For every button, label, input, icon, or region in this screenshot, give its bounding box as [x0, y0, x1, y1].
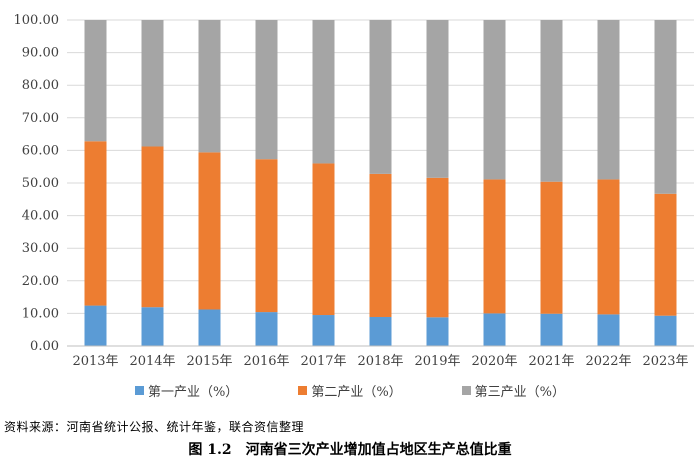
bar-secondary-segment [312, 163, 335, 316]
x-tick-label: 2019年 [414, 354, 460, 369]
y-tick-label: 60.00 [22, 143, 59, 158]
y-tick-label: 50.00 [22, 176, 59, 191]
bar-primary-segment [84, 305, 107, 346]
y-tick-label: 70.00 [22, 111, 59, 126]
bar-primary-segment [255, 312, 278, 346]
y-tick-label: 100.00 [14, 13, 60, 28]
bar-secondary-segment [369, 173, 392, 317]
y-tick-label: 30.00 [22, 241, 59, 256]
bar-primary-segment [369, 316, 392, 346]
legend-label-tertiary: 第三产业（%） [474, 385, 566, 400]
bar-tertiary-segment [654, 20, 677, 194]
bar-tertiary-segment [255, 20, 278, 160]
x-tick-label: 2020年 [471, 354, 517, 369]
legend-item-secondary: 第二产业（%） [298, 381, 402, 400]
bar-primary-segment [426, 317, 449, 346]
legend-swatch-tertiary [461, 386, 471, 395]
bar-tertiary-segment [198, 20, 221, 153]
bar-secondary-segment [141, 146, 164, 308]
bar-secondary-segment [654, 193, 677, 316]
x-tick-label: 2021年 [528, 354, 574, 369]
bar-primary-segment [198, 309, 221, 346]
legend-item-primary: 第一产业（%） [134, 381, 239, 400]
x-tick-label: 2017年 [300, 354, 346, 369]
bar-secondary-segment [540, 181, 563, 314]
bars [84, 20, 677, 346]
source-note: 资料来源：河南省统计公报、统计年鉴，联合资信整理 [4, 420, 305, 434]
bar-tertiary-segment [84, 20, 107, 142]
x-tick-label: 2016年 [243, 354, 289, 369]
bar-secondary-segment [426, 177, 449, 318]
x-tick-label: 2018年 [357, 354, 403, 369]
x-axis-ticks: 2013年 2014年 2015年 2016年 2017年 2018年 2019年 2020年… [72, 354, 688, 369]
x-tick-label: 2023年 [642, 354, 688, 369]
bar-primary-segment [540, 313, 563, 346]
bar-tertiary-segment [312, 20, 335, 164]
legend-label-secondary: 第二产业（%） [311, 385, 402, 400]
x-tick-label: 2022年 [585, 354, 631, 369]
bar-tertiary-segment [426, 20, 449, 178]
bar-secondary-segment [198, 152, 221, 310]
bar-secondary-segment [597, 179, 620, 315]
y-tick-label: 90.00 [22, 46, 59, 61]
y-tick-label: 80.00 [22, 78, 59, 93]
bar-secondary-segment [84, 141, 107, 306]
stacked-bar-chart: 0.00 10.00 20.00 30.00 40.00 50.00 60.00 70.00 8… [14, 13, 694, 369]
bar-tertiary-segment [540, 20, 563, 182]
x-tick-label: 2014年 [129, 354, 175, 369]
bar-primary-segment [312, 315, 335, 346]
bar-tertiary-segment [141, 20, 164, 147]
bar-primary-segment [654, 315, 677, 346]
legend-item-tertiary: 第三产业（%） [461, 381, 566, 400]
figure-caption: 图 1.2 河南省三次产业增加值占地区生产总值比重 [0, 439, 700, 459]
x-tick-label: 2013年 [72, 354, 118, 369]
figure-number: 图 1.2 [188, 442, 232, 458]
figure-title: 河南省三次产业增加值占地区生产总值比重 [245, 442, 512, 458]
bar-tertiary-segment [597, 20, 620, 180]
legend-label-primary: 第一产业（%） [147, 385, 239, 400]
bar-secondary-segment [255, 159, 278, 313]
y-tick-label: 0.00 [30, 339, 59, 354]
bar-tertiary-segment [369, 20, 392, 174]
y-tick-label: 20.00 [22, 274, 59, 289]
legend-swatch-primary [134, 386, 144, 395]
bar-tertiary-segment [483, 20, 506, 180]
x-tick-label: 2015年 [186, 354, 232, 369]
bar-primary-segment [597, 314, 620, 346]
bar-primary-segment [141, 307, 164, 346]
y-tick-label: 40.00 [22, 209, 59, 224]
y-axis-ticks: 0.00 10.00 20.00 30.00 40.00 50.00 60.00 70.00 8… [14, 13, 60, 354]
y-tick-label: 10.00 [22, 306, 59, 321]
legend: 第一产业（%） 第二产业（%） 第三产业（%） [0, 381, 700, 400]
bar-secondary-segment [483, 179, 506, 314]
legend-swatch-secondary [298, 386, 308, 395]
bar-primary-segment [483, 313, 506, 346]
